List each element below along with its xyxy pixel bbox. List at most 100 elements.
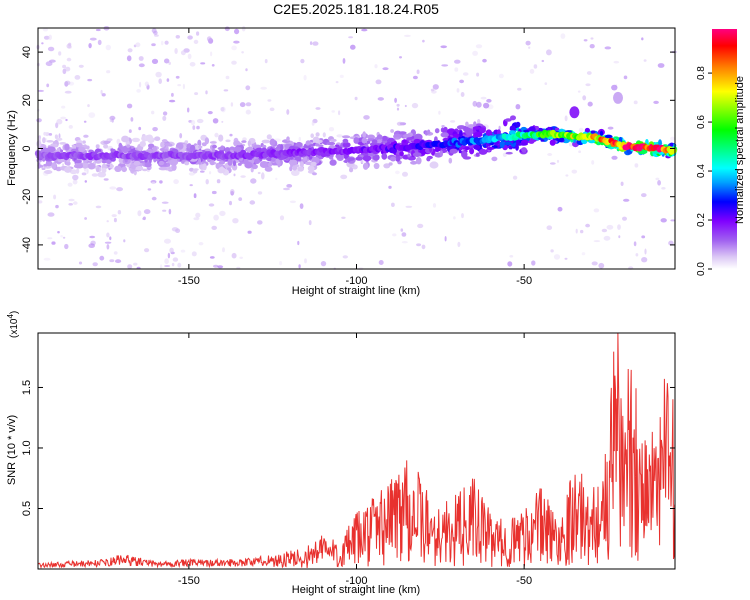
spectrogram-cell <box>378 260 384 265</box>
spectrogram-cell <box>177 262 182 268</box>
spectrogram-x-tick-label: -50 <box>516 275 532 287</box>
spectrogram-cell <box>611 155 618 160</box>
spectrogram-cell <box>126 144 131 148</box>
spectrogram-cell <box>328 127 335 132</box>
spectrogram-cell <box>402 139 407 143</box>
spectrogram-cell <box>350 44 356 50</box>
colorbar-tick-label: 0.2 <box>696 213 707 227</box>
spectrogram-cell <box>221 120 224 123</box>
spectrogram-cell <box>254 158 261 164</box>
spectrogram-cell <box>169 159 179 166</box>
spectrogram-cell <box>152 127 158 132</box>
spectrogram-cell <box>217 164 222 167</box>
spectrogram-cell <box>444 236 447 242</box>
spectrogram-cell <box>135 42 141 48</box>
spectrogram-cell <box>467 124 476 129</box>
spectrogram-cell <box>515 121 521 128</box>
spectrogram-cell <box>361 137 368 144</box>
spectrogram-cell <box>64 243 69 250</box>
spectrogram-cell <box>499 141 505 148</box>
spectrogram-cell <box>434 147 440 152</box>
spectrogram-y-tick-label: -40 <box>21 237 33 253</box>
spectrogram-cell <box>279 215 285 221</box>
spectrogram-cell <box>472 100 478 107</box>
spectrogram-cell <box>546 49 552 56</box>
spectrogram-cell <box>482 58 487 63</box>
spectrogram-cell <box>412 75 418 80</box>
spectrogram-cell <box>103 144 109 149</box>
spectrogram-cell <box>472 126 481 130</box>
spectrogram-cell <box>44 170 53 174</box>
spectrogram-cell <box>305 140 311 146</box>
spectrogram-cell <box>187 53 192 60</box>
spectrogram-cell <box>635 253 639 257</box>
spectrogram-cell <box>395 155 401 162</box>
spectrogram-cell <box>515 144 519 151</box>
spectrogram-cell <box>266 134 272 140</box>
spectrogram-feature <box>613 91 623 104</box>
spectrogram-cell <box>440 132 449 138</box>
spectrogram-cell <box>508 146 513 150</box>
spectrogram-cell <box>95 28 101 32</box>
spectrogram-cell <box>201 142 207 147</box>
spectrogram-cell <box>297 240 300 246</box>
spectrogram-cell <box>257 171 261 175</box>
spectrogram-cell <box>151 58 159 64</box>
spectrogram-cell <box>193 39 199 45</box>
snr-x-tick-label: -100 <box>345 575 367 587</box>
spectrogram-cell <box>560 33 566 39</box>
spectrogram-cell <box>88 43 92 49</box>
spectrogram-cell <box>498 125 501 131</box>
spectrogram-cell <box>147 188 152 191</box>
spectrogram-cell <box>403 34 411 38</box>
spectrogram-cell <box>133 262 138 266</box>
spectrogram-cell <box>620 181 624 186</box>
spectrogram-cell <box>204 137 210 145</box>
spectrogram-cell <box>330 138 337 142</box>
spectrogram-cell <box>571 169 578 174</box>
spectrogram-cell <box>564 257 568 260</box>
spectrogram-cell <box>211 190 217 195</box>
spectrogram-cell <box>66 43 72 49</box>
spectrogram-cell <box>87 78 93 82</box>
spectrogram-cell <box>245 109 251 115</box>
spectrogram-cell <box>154 136 161 141</box>
spectrogram-cell <box>46 140 54 143</box>
spectrogram-cell <box>177 84 182 87</box>
spectrogram-cell <box>396 121 403 126</box>
spectrogram-cell <box>515 104 521 110</box>
spectrogram-cell <box>179 133 183 139</box>
spectrogram-cell <box>593 208 600 213</box>
colorbar-tick-label: 0.8 <box>696 66 707 80</box>
spectrogram-cell <box>430 88 435 92</box>
spectrogram-cell <box>509 130 516 135</box>
spectrogram-cell <box>64 90 72 94</box>
spectrogram-cell <box>231 45 237 51</box>
spectrogram-cell <box>103 178 109 181</box>
spectrogram-cell <box>641 193 647 198</box>
spectrogram-cell <box>198 242 204 246</box>
spectrogram-cell <box>421 244 426 250</box>
spectrogram-cell <box>171 92 174 97</box>
spectrogram-cell <box>152 145 157 153</box>
spectrogram-cell <box>212 118 219 124</box>
spectrogram-cell <box>342 135 351 139</box>
spectrogram-cell <box>233 40 240 44</box>
spectrogram-cell <box>469 147 475 155</box>
spectrogram-cell <box>342 138 349 144</box>
spectrogram-cell <box>546 225 553 230</box>
spectrogram-cell <box>264 59 268 64</box>
spectrogram-cell <box>503 141 512 146</box>
spectrogram-cell <box>525 40 531 46</box>
spectrogram-cell <box>209 160 215 166</box>
spectrogram-cell <box>233 142 243 146</box>
spectrogram-cell <box>521 147 527 153</box>
spectrogram-cell <box>432 84 439 90</box>
snr-y-multiplier-close: ) <box>9 311 20 314</box>
spectrogram-cell <box>582 95 587 101</box>
spectrogram-cell <box>304 258 307 264</box>
spectrogram-cell <box>250 178 257 184</box>
spectrogram-cell <box>136 89 141 93</box>
spectrogram-cell <box>43 35 50 40</box>
spectrogram-cell <box>290 155 294 161</box>
